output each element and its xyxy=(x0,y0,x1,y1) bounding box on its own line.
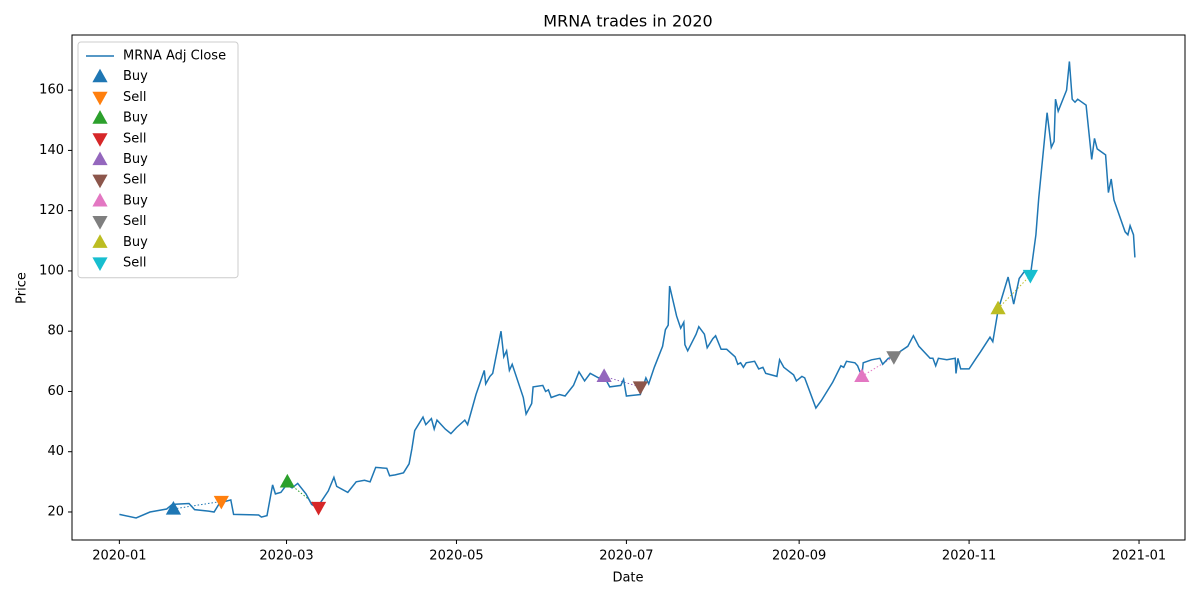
trade-marker xyxy=(596,368,612,382)
legend-marker xyxy=(92,68,108,83)
x-tick-label: 2020-05 xyxy=(429,549,483,564)
plot-frame xyxy=(71,34,1186,541)
trade-marker xyxy=(165,500,182,515)
trade-marker xyxy=(854,368,870,382)
y-tick-label: 80 xyxy=(47,324,64,339)
x-tick-label: 2020-09 xyxy=(772,549,826,564)
x-tick-label: 2020-01 xyxy=(92,549,146,564)
y-tick-label: 60 xyxy=(47,384,64,399)
trade-marker xyxy=(279,473,295,488)
legend-box xyxy=(77,41,239,279)
legend-label: MRNA Adj Close xyxy=(123,49,226,64)
trade-marker xyxy=(886,351,902,365)
price-line xyxy=(119,61,1136,519)
legend-label: Buy xyxy=(123,111,148,126)
x-tick-label: 2020-11 xyxy=(942,549,996,564)
legend-marker xyxy=(92,110,108,124)
legend-label: Buy xyxy=(123,235,148,250)
y-axis-label: Price xyxy=(15,272,30,304)
legend-label: Sell xyxy=(123,90,146,105)
y-tick-label: 160 xyxy=(39,83,64,98)
legend-marker xyxy=(92,91,108,106)
legend-label: Buy xyxy=(123,193,148,208)
legend-marker xyxy=(92,216,108,230)
legend-label: Sell xyxy=(123,256,146,271)
trade-marker xyxy=(990,300,1006,315)
y-tick-label: 40 xyxy=(47,444,64,459)
trade-marker xyxy=(1022,269,1038,284)
trade-marker xyxy=(310,501,327,516)
trade-marker xyxy=(213,495,229,510)
y-tick-label: 120 xyxy=(39,203,64,218)
trade-connector xyxy=(173,500,222,510)
legend-label: Buy xyxy=(123,69,148,84)
legend-label: Sell xyxy=(123,173,146,188)
legend-label: Sell xyxy=(123,214,146,229)
legend-marker xyxy=(92,151,108,166)
legend-marker xyxy=(92,133,108,147)
legend-marker xyxy=(92,174,108,189)
legend-marker xyxy=(92,257,108,271)
legend-marker xyxy=(92,234,108,248)
y-tick-label: 100 xyxy=(39,263,64,278)
y-tick-label: 20 xyxy=(47,504,64,519)
x-tick-label: 2021-01 xyxy=(1112,549,1166,564)
x-tick-label: 2020-03 xyxy=(259,549,313,564)
trade-connector xyxy=(861,356,895,377)
chart-title: MRNA trades in 2020 xyxy=(543,12,712,31)
x-axis-label: Date xyxy=(612,571,643,586)
legend-marker xyxy=(92,192,108,207)
trade-marker xyxy=(632,381,648,395)
y-tick-label: 140 xyxy=(39,143,64,158)
trade-connector xyxy=(997,275,1031,309)
legend-label: Sell xyxy=(123,131,146,146)
x-tick-label: 2020-07 xyxy=(599,549,653,564)
legend-label: Buy xyxy=(123,152,148,167)
